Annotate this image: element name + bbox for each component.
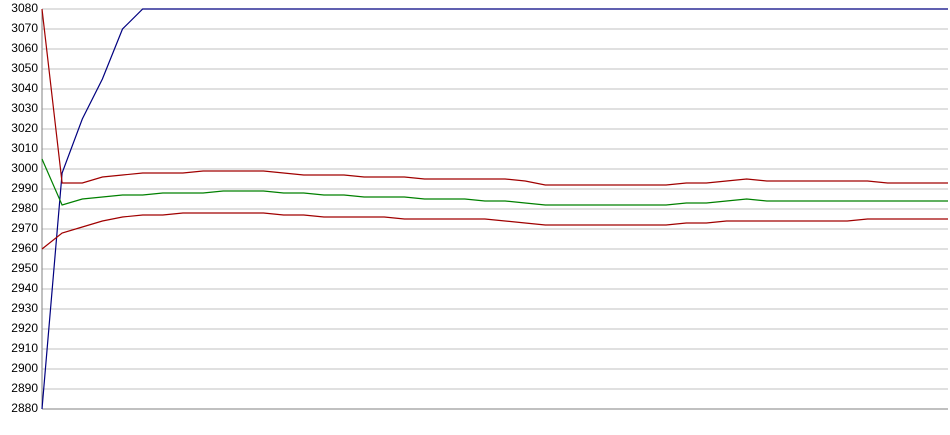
y-tick-label: 2930 [11, 301, 38, 315]
y-tick-label: 2880 [11, 401, 38, 415]
y-tick-label: 2970 [11, 221, 38, 235]
series-line [41, 158, 948, 206]
y-tick-label: 2900 [11, 361, 38, 375]
y-tick-label: 3050 [11, 61, 38, 75]
y-tick-label: 3010 [11, 141, 38, 155]
y-tick-label: 2910 [11, 341, 38, 355]
y-tick-label: 3030 [11, 101, 38, 115]
series-line [41, 8, 948, 410]
y-tick-label: 3080 [11, 1, 38, 15]
y-tick-label: 2890 [11, 381, 38, 395]
y-tick-label: 2950 [11, 261, 38, 275]
y-tick-label: 2960 [11, 241, 38, 255]
y-tick-label: 3000 [11, 161, 38, 175]
series-line [41, 212, 948, 250]
y-tick-label: 3070 [11, 21, 38, 35]
y-tick-label: 3060 [11, 41, 38, 55]
series-line [41, 8, 948, 186]
y-tick-label: 2990 [11, 181, 38, 195]
y-tick-label: 2980 [11, 201, 38, 215]
y-tick-label: 3020 [11, 121, 38, 135]
y-tick-label: 2920 [11, 321, 38, 335]
y-tick-label: 2940 [11, 281, 38, 295]
y-tick-label: 3040 [11, 81, 38, 95]
